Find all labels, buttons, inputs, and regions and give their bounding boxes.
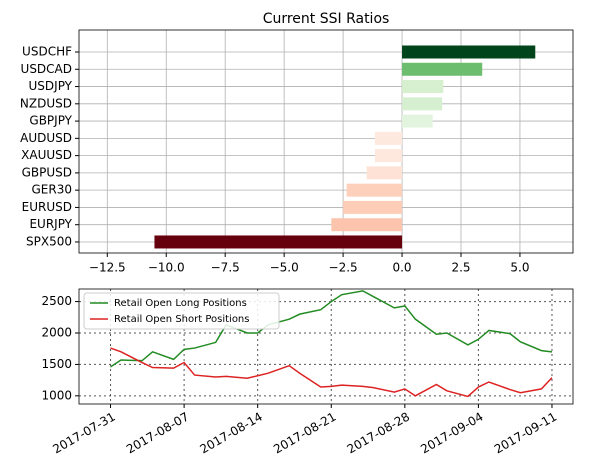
x-tick-label: 2.5 bbox=[451, 261, 470, 275]
y-tick-label: 2000 bbox=[41, 325, 72, 339]
bar bbox=[402, 45, 536, 59]
line-series bbox=[110, 290, 553, 368]
bar bbox=[402, 80, 444, 94]
y-tick-label: XAUUSD bbox=[21, 148, 72, 162]
y-tick-label: USDCHF bbox=[22, 45, 72, 59]
y-tick-label: EURUSD bbox=[22, 200, 72, 214]
bar bbox=[402, 114, 433, 128]
y-tick-label: GBPUSD bbox=[22, 165, 72, 179]
plot-frame bbox=[78, 288, 574, 405]
bar bbox=[402, 62, 483, 76]
y-tick-label: SPX500 bbox=[26, 234, 72, 248]
x-tick-label: 2017-08-07 bbox=[124, 410, 191, 457]
x-tick-label: 5.0 bbox=[510, 261, 529, 275]
x-tick-label: 0.0 bbox=[392, 261, 411, 275]
x-tick-label: −12.5 bbox=[89, 261, 126, 275]
y-tick-label: EURJPY bbox=[29, 217, 72, 231]
legend-label: Retail Open Short Positions bbox=[114, 314, 249, 325]
y-tick-label: GER30 bbox=[32, 183, 73, 197]
x-tick-label: −10.0 bbox=[148, 261, 185, 275]
y-tick-label: 2500 bbox=[41, 294, 72, 308]
x-tick-label: 2017-09-11 bbox=[492, 410, 559, 457]
bar bbox=[154, 235, 403, 249]
y-tick-label: USDJPY bbox=[29, 79, 73, 93]
x-tick-label: 2017-08-14 bbox=[198, 410, 265, 457]
chart-title: Current SSI Ratios bbox=[263, 11, 390, 27]
y-tick-label: GBPJPY bbox=[29, 114, 72, 128]
legend-label: Retail Open Long Positions bbox=[114, 298, 247, 309]
x-tick-label: 2017-09-04 bbox=[418, 410, 485, 457]
y-tick-label: AUDUSD bbox=[20, 131, 72, 145]
x-tick-label: 2017-07-31 bbox=[50, 410, 117, 457]
x-tick-label: −5.0 bbox=[270, 261, 299, 275]
bar bbox=[343, 200, 403, 214]
y-tick-label: NZDUSD bbox=[20, 96, 72, 110]
bar bbox=[346, 183, 403, 197]
x-tick-label: 2017-08-21 bbox=[271, 410, 338, 457]
plot-frame bbox=[78, 29, 574, 254]
bar bbox=[374, 149, 403, 163]
x-tick-label: −7.5 bbox=[211, 261, 240, 275]
y-tick-label: 1500 bbox=[41, 357, 72, 371]
x-tick-label: −2.5 bbox=[329, 261, 358, 275]
bar bbox=[331, 218, 403, 232]
y-tick-label: 1000 bbox=[41, 388, 72, 402]
bar bbox=[402, 97, 443, 111]
bar bbox=[374, 131, 403, 145]
legend-box bbox=[83, 292, 280, 330]
line-series bbox=[110, 347, 553, 398]
bar bbox=[366, 166, 403, 180]
y-tick-label: USDCAD bbox=[21, 62, 72, 76]
x-tick-label: 2017-08-28 bbox=[345, 410, 412, 457]
